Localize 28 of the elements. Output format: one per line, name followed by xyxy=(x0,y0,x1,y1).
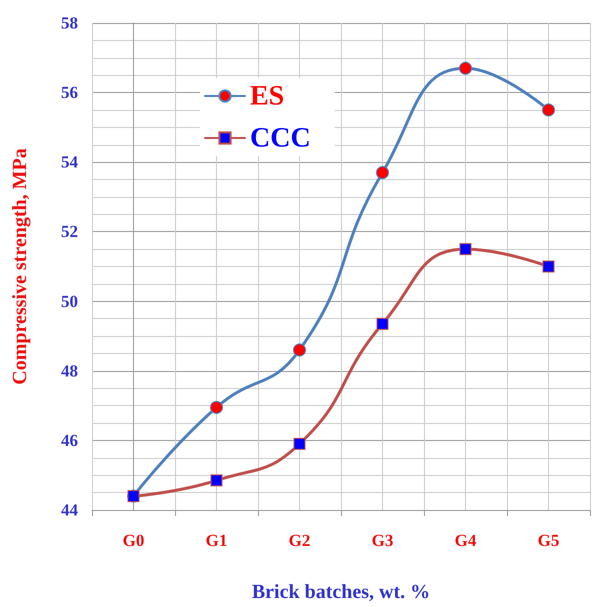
legend-label: CCC xyxy=(250,122,311,154)
y-tick-label: 56 xyxy=(61,83,78,102)
y-tick-label: 48 xyxy=(61,361,78,380)
point xyxy=(210,400,223,414)
point xyxy=(542,103,555,116)
point xyxy=(376,166,389,180)
legend-label: ES xyxy=(250,80,284,112)
x-tick-label: G0 xyxy=(122,531,144,550)
x-tick-label: G4 xyxy=(454,531,477,550)
y-tick-label: 58 xyxy=(61,14,78,32)
point xyxy=(376,318,388,330)
y-tick-label: 52 xyxy=(61,222,78,242)
y-axis-title: Compressive strength, MPa xyxy=(9,148,31,385)
y-tick-label: 50 xyxy=(61,292,78,311)
point xyxy=(459,62,472,75)
x-tick-label: G2 xyxy=(288,531,310,550)
point xyxy=(294,438,306,450)
point xyxy=(542,260,554,272)
point xyxy=(460,243,472,256)
point xyxy=(293,343,306,356)
y-tick-label: 54 xyxy=(61,152,78,172)
y-tick-label: 44 xyxy=(61,500,78,520)
x-axis-title: Brick batches, wt. % xyxy=(252,581,430,603)
x-tick-label: G3 xyxy=(372,531,394,550)
point xyxy=(210,474,222,486)
x-tick-label: G1 xyxy=(206,531,228,550)
y-tick-label: 46 xyxy=(61,430,78,450)
x-tick-label: G5 xyxy=(538,531,560,550)
